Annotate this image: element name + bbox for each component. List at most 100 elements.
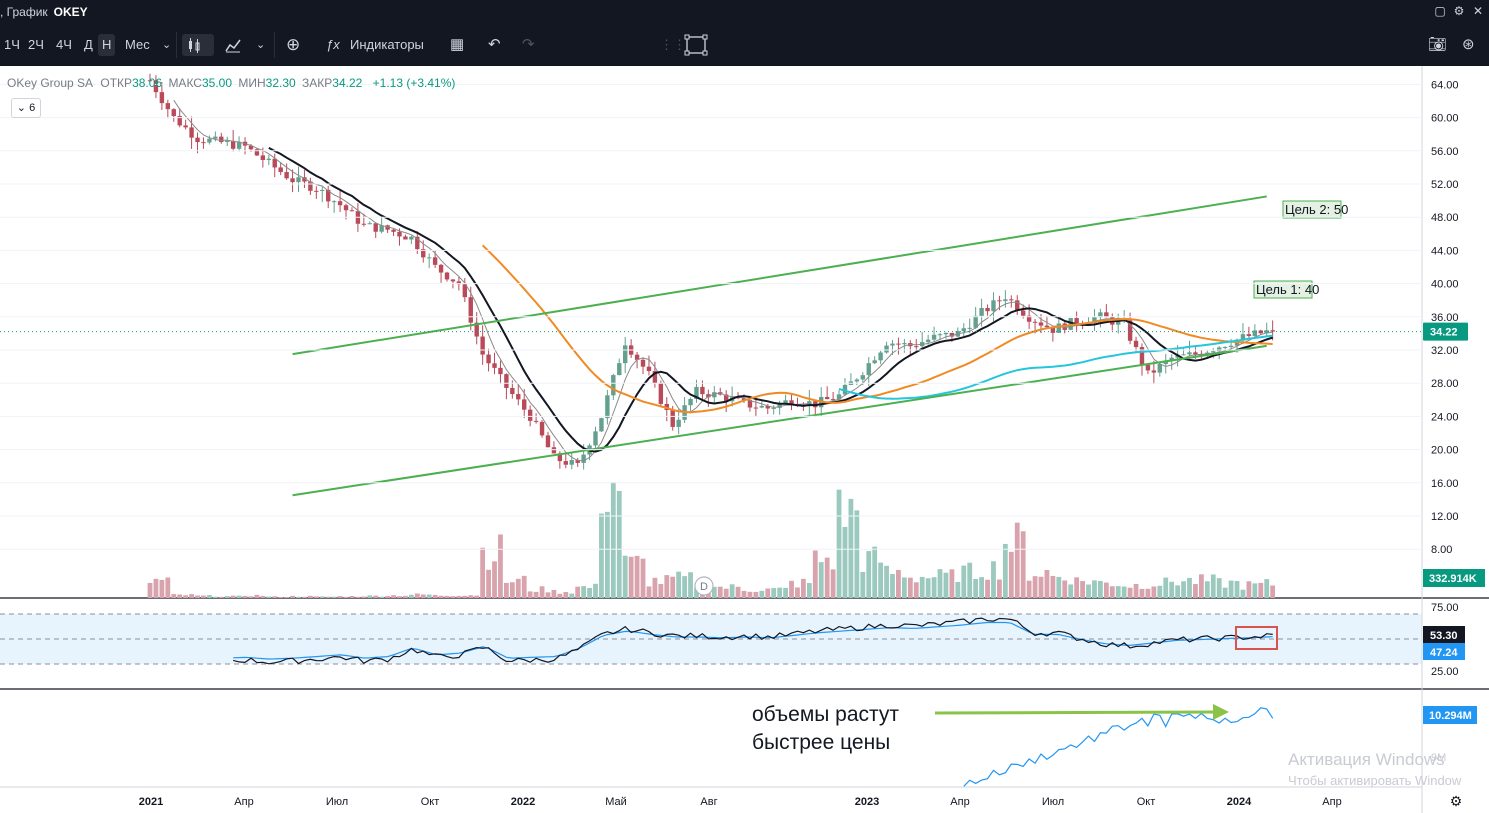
volume-bar bbox=[492, 561, 497, 598]
indicators-button[interactable]: Индикаторы bbox=[350, 37, 424, 52]
moving-averages bbox=[173, 99, 1274, 462]
volume-bar bbox=[1169, 581, 1175, 598]
candle-body bbox=[1032, 321, 1038, 323]
interval-day[interactable]: Д bbox=[84, 37, 93, 52]
candle-body bbox=[153, 80, 159, 93]
volume-bar bbox=[1115, 586, 1121, 598]
candle-body bbox=[456, 281, 462, 285]
rsi-tick-label: 25.00 bbox=[1431, 666, 1459, 678]
price-tick-label: 24.00 bbox=[1431, 411, 1459, 423]
legend-open: 38.06 bbox=[132, 76, 163, 90]
interval-dropdown-icon[interactable]: ⌄ bbox=[162, 39, 172, 51]
candle-body bbox=[640, 359, 646, 367]
drag-handle-icon[interactable]: ⋮⋮ bbox=[660, 37, 686, 52]
volume-bar bbox=[218, 596, 224, 598]
area-chart-icon[interactable] bbox=[220, 34, 252, 56]
candle-body bbox=[1270, 330, 1275, 332]
candle-body bbox=[1181, 354, 1186, 356]
redo-icon[interactable]: ↷ bbox=[522, 36, 535, 53]
interval-month[interactable]: Мес bbox=[125, 37, 150, 52]
candle-body bbox=[367, 223, 372, 225]
candle-body bbox=[1240, 334, 1246, 340]
volume-bar bbox=[658, 584, 664, 598]
interval-2h[interactable]: 2Ч bbox=[28, 37, 44, 52]
indicators-collapse-button[interactable]: ⌄ 6 bbox=[11, 98, 41, 118]
candle-body bbox=[611, 375, 616, 396]
candles-chart-type-icon[interactable] bbox=[182, 34, 214, 56]
candle-body bbox=[1127, 320, 1133, 341]
volume-bar bbox=[201, 595, 206, 598]
candle-body bbox=[421, 249, 426, 258]
candle-body bbox=[1145, 364, 1151, 371]
volume-bar bbox=[723, 588, 729, 598]
interval-1h[interactable]: 1Ч bbox=[4, 37, 20, 52]
undo-icon[interactable]: ↶ bbox=[488, 36, 501, 53]
volume-bar bbox=[1056, 576, 1062, 598]
volume-bar bbox=[967, 562, 973, 598]
candle-body bbox=[575, 460, 580, 463]
fullscreen-select-icon[interactable] bbox=[680, 34, 714, 56]
volume-bar bbox=[545, 592, 551, 598]
camera-icon[interactable]: 📷︎ bbox=[1428, 36, 1448, 53]
templates-grid-icon[interactable]: ▦ bbox=[450, 36, 465, 53]
volume-bar bbox=[848, 498, 854, 598]
volume-bar bbox=[836, 489, 842, 598]
interval-4h[interactable]: 4Ч bbox=[56, 37, 72, 52]
volume-bar bbox=[343, 596, 349, 598]
settings-gear-icon[interactable]: ⚙ bbox=[1450, 793, 1463, 809]
volume-bar bbox=[1157, 585, 1163, 598]
channel-upper-line[interactable] bbox=[292, 195, 1267, 356]
volume-bar bbox=[854, 510, 860, 598]
candle-body bbox=[1003, 299, 1008, 302]
interval-week[interactable]: Н bbox=[98, 34, 116, 56]
candle-body bbox=[658, 382, 664, 404]
publish-icon[interactable]: ⊛ bbox=[1462, 36, 1475, 53]
dividend-marker[interactable] bbox=[694, 576, 714, 596]
target-label-box[interactable] bbox=[1253, 280, 1313, 299]
volume-bar bbox=[432, 594, 438, 598]
candle-body bbox=[189, 127, 194, 138]
candle-body bbox=[593, 431, 598, 446]
volume-bar bbox=[504, 582, 509, 598]
channel-lower-line[interactable] bbox=[292, 344, 1267, 497]
chart-type-dropdown-icon[interactable]: ⌄ bbox=[256, 39, 266, 51]
volume-bar bbox=[385, 596, 390, 598]
time-tick-label: Июл bbox=[326, 796, 348, 808]
indicators-icon[interactable]: ƒx bbox=[326, 37, 340, 52]
candle-body bbox=[314, 190, 319, 192]
candle-body bbox=[480, 336, 485, 355]
volume-bar bbox=[1074, 577, 1080, 598]
volume-bar bbox=[189, 594, 194, 598]
price-tick-label: 12.00 bbox=[1431, 511, 1459, 523]
candle-body bbox=[789, 400, 794, 405]
window-settings-icon[interactable]: ⚙ bbox=[1453, 4, 1465, 18]
candle-body bbox=[765, 405, 770, 409]
volume-bar bbox=[1145, 588, 1151, 598]
window-maximize-icon[interactable]: ▢ bbox=[1434, 4, 1446, 18]
candle-body bbox=[961, 328, 966, 332]
volume-bar bbox=[884, 565, 889, 598]
volume-bar bbox=[622, 555, 628, 598]
window-close-icon[interactable]: ✕ bbox=[1472, 4, 1484, 18]
volume-bar bbox=[296, 596, 301, 598]
target-label-box[interactable] bbox=[1282, 200, 1342, 219]
compare-add-icon[interactable]: ⊕ bbox=[286, 35, 301, 54]
volume-bar bbox=[1086, 584, 1091, 598]
volume-bar bbox=[569, 593, 575, 598]
candle-body bbox=[854, 379, 860, 382]
candle-body bbox=[605, 395, 610, 419]
candle-body bbox=[183, 125, 188, 128]
volume-bar bbox=[557, 593, 563, 598]
candle-body bbox=[676, 419, 681, 427]
price-tick-label: 28.00 bbox=[1431, 378, 1459, 390]
volume-bar bbox=[1038, 576, 1044, 598]
candle-body bbox=[201, 142, 206, 144]
legend-change: +1.13 (+3.41%) bbox=[372, 76, 456, 90]
volume-bar bbox=[480, 547, 486, 598]
candle-body bbox=[1187, 352, 1192, 355]
volume-bar bbox=[741, 590, 747, 598]
volume-bar bbox=[1270, 585, 1276, 598]
candle-body bbox=[266, 158, 271, 160]
volume-bar bbox=[290, 595, 295, 598]
candle-body bbox=[878, 352, 883, 361]
